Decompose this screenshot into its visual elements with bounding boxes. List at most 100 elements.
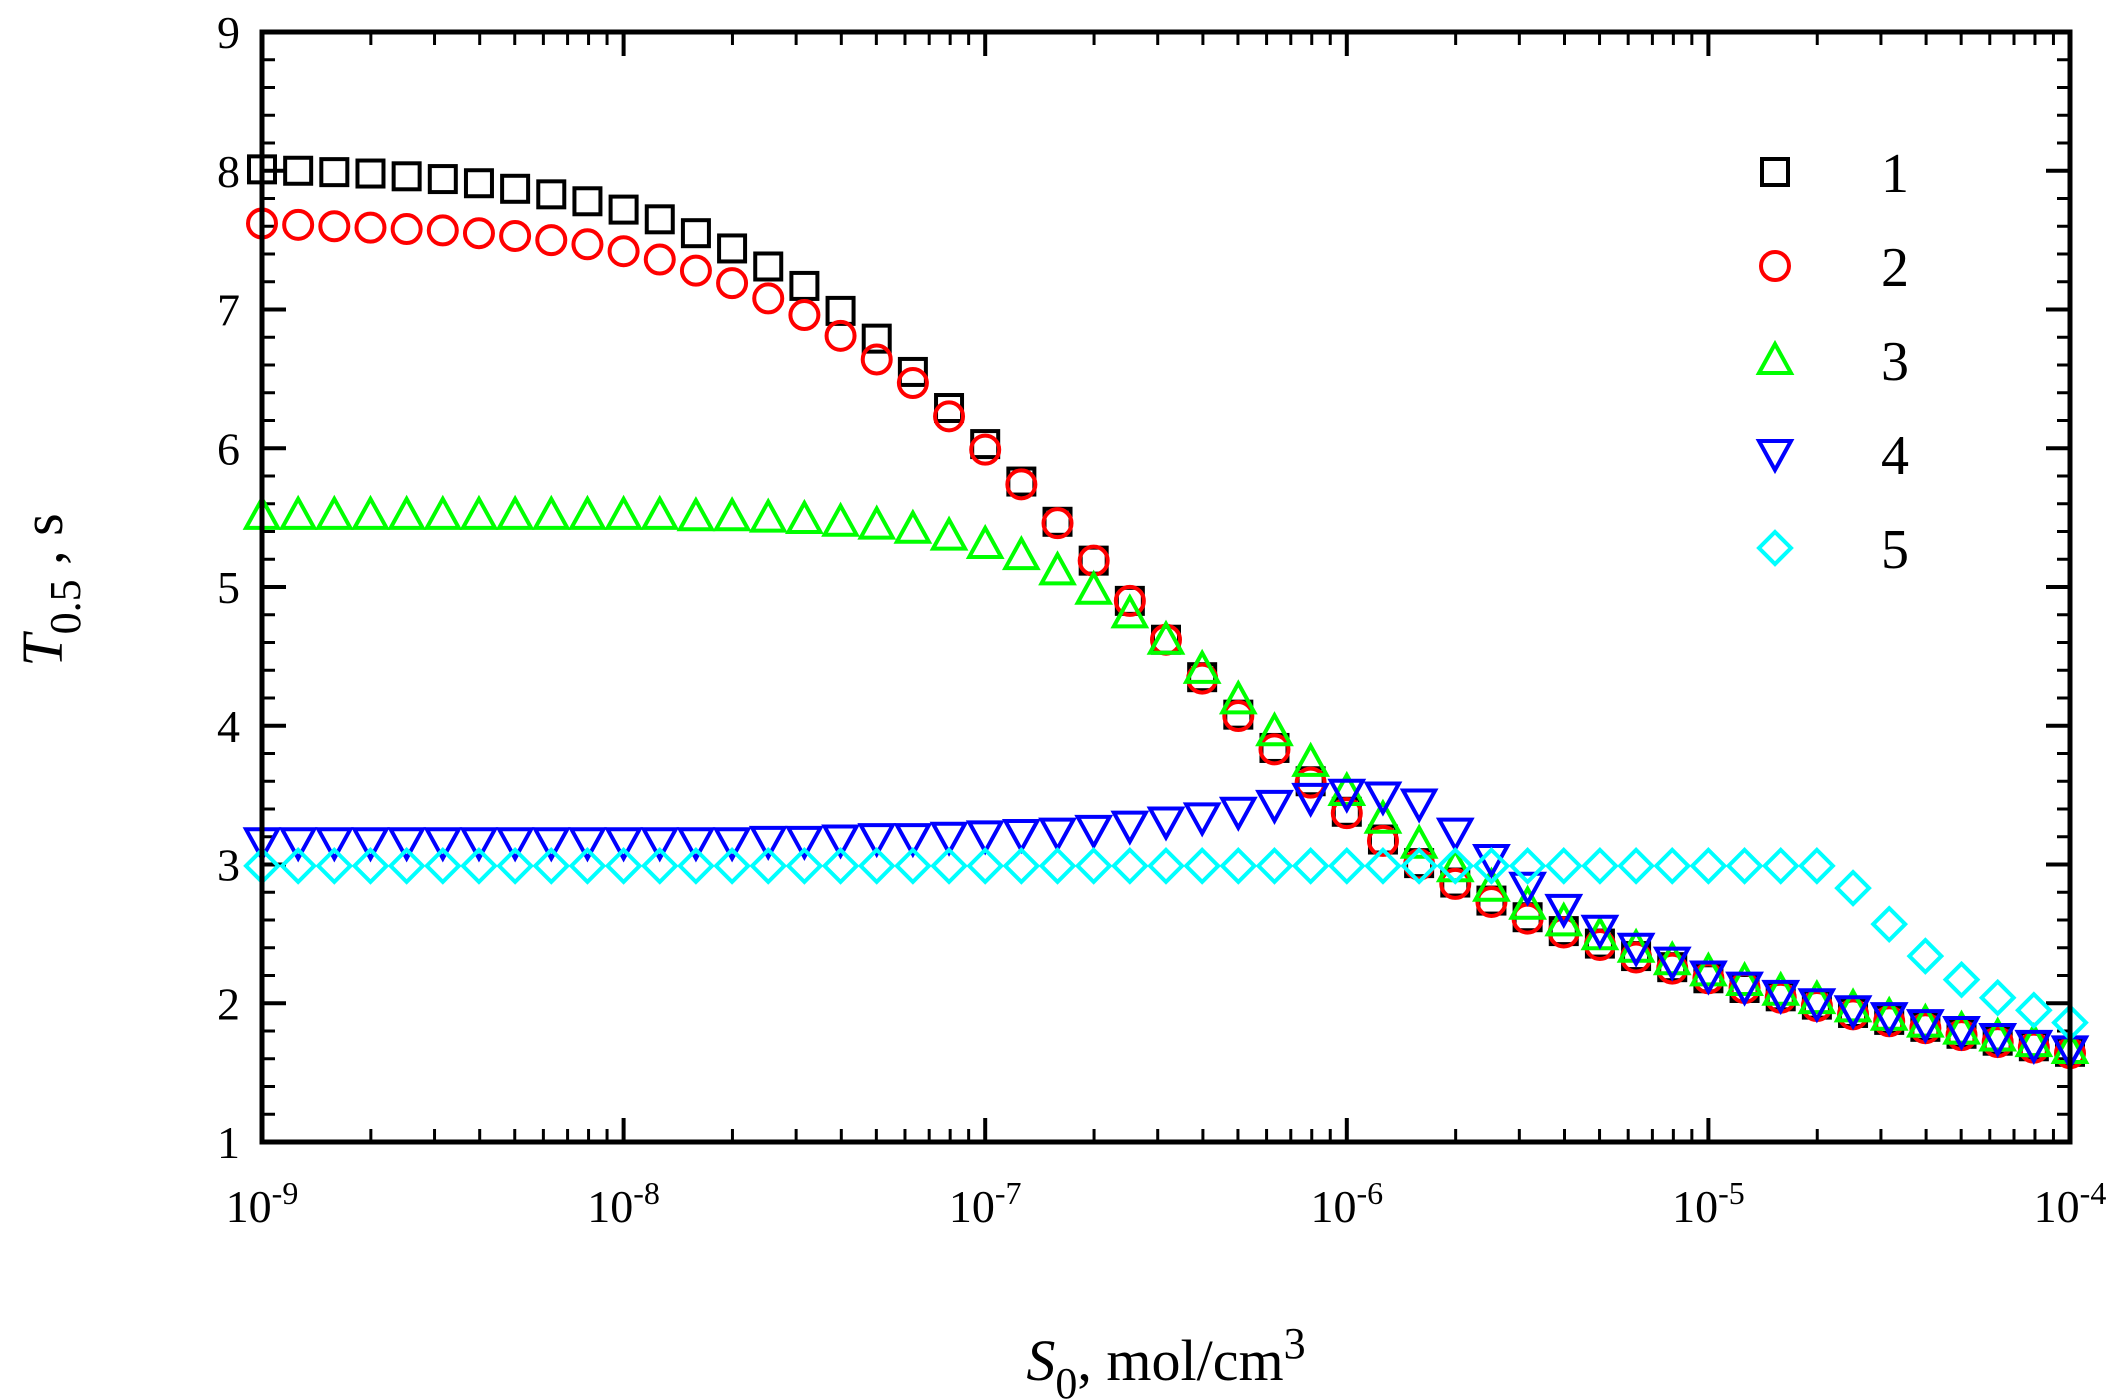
y-tick-label: 9 <box>217 7 240 58</box>
data-point <box>568 827 607 863</box>
legend-marker <box>1760 157 1790 187</box>
data-point <box>568 494 607 530</box>
data-point <box>1508 847 1547 885</box>
data-point <box>1291 741 1331 777</box>
data-point <box>857 504 897 540</box>
legend-label: 2 <box>1881 237 1909 299</box>
data-point <box>1544 901 1584 937</box>
data-point <box>1942 1016 1981 1052</box>
data-point <box>1255 847 1294 885</box>
data-point <box>314 827 354 863</box>
legend-marker <box>1759 250 1791 282</box>
data-point <box>713 847 751 885</box>
legend-marker <box>1755 339 1795 375</box>
data-point <box>861 323 892 354</box>
data-point <box>604 847 643 885</box>
data-point <box>1798 847 1836 885</box>
data-point <box>604 494 643 530</box>
data-point <box>1074 569 1114 605</box>
data-point <box>677 847 715 885</box>
data-point <box>1111 847 1149 885</box>
data-point <box>387 827 427 863</box>
data-point <box>535 224 568 257</box>
data-point <box>676 496 716 532</box>
series-5 <box>243 847 2089 1042</box>
data-point <box>283 155 314 186</box>
data-point <box>1475 885 1508 918</box>
data-point <box>532 847 571 885</box>
data-point <box>1183 847 1221 885</box>
data-point <box>1652 940 1692 976</box>
data-point <box>785 825 824 862</box>
legend-label: 1 <box>1881 143 1909 205</box>
data-point <box>427 164 458 195</box>
legend-label: 3 <box>1881 331 1909 393</box>
data-point <box>1725 971 1764 1007</box>
data-point <box>897 356 928 387</box>
data-point <box>640 827 680 863</box>
data-point <box>423 494 463 530</box>
data-point <box>748 825 788 862</box>
data-point <box>315 847 354 885</box>
data-point <box>1001 534 1041 571</box>
data-point <box>1725 847 1764 885</box>
data-point <box>1330 797 1363 830</box>
data-point <box>1038 817 1077 853</box>
data-point <box>1182 648 1222 684</box>
data-point <box>1508 884 1547 920</box>
data-point <box>1147 847 1185 885</box>
data-point <box>824 319 857 352</box>
data-point <box>857 823 897 859</box>
data-point <box>1294 766 1327 799</box>
data-point <box>1905 1009 1945 1045</box>
data-point <box>1833 987 1873 1023</box>
data-point <box>604 827 643 863</box>
data-point <box>391 161 422 192</box>
y-tick-label: 3 <box>217 840 240 891</box>
data-point <box>1327 770 1367 806</box>
data-markers <box>242 154 2090 1071</box>
x-tick-label: 10-5 <box>1672 1175 1745 1232</box>
data-point <box>933 400 966 433</box>
data-point <box>1074 847 1113 885</box>
plot-frame <box>259 29 2073 1145</box>
axis-ticks <box>260 30 2072 1144</box>
data-point <box>788 299 821 332</box>
data-point <box>1002 847 1041 885</box>
data-point <box>930 847 968 885</box>
data-point <box>1472 847 1511 885</box>
data-point <box>1797 988 1837 1024</box>
data-point <box>896 367 929 400</box>
data-point <box>1364 847 1402 885</box>
data-point <box>1218 679 1258 715</box>
data-point <box>1761 979 1801 1016</box>
y-tick-label: 2 <box>217 978 240 1029</box>
data-point <box>278 827 318 863</box>
data-point <box>679 254 712 287</box>
x-tick-label: 10-4 <box>2034 1175 2107 1232</box>
data-point <box>1797 978 1837 1015</box>
series-1 <box>247 154 2085 1067</box>
data-point <box>1222 700 1255 733</box>
data-point <box>279 847 317 885</box>
data-point <box>1113 584 1146 617</box>
data-point <box>965 523 1005 559</box>
data-point <box>893 823 933 859</box>
data-point <box>314 494 354 530</box>
data-point <box>1041 507 1074 540</box>
data-point <box>1435 817 1475 853</box>
x-tick-label: 10-9 <box>226 1175 299 1232</box>
data-point <box>495 494 535 530</box>
data-point <box>462 217 495 250</box>
data-point <box>929 515 969 551</box>
data-point <box>531 827 571 863</box>
data-point <box>1363 798 1403 834</box>
y-tick-label: 6 <box>217 423 240 474</box>
data-point <box>568 847 607 885</box>
data-point <box>753 251 784 282</box>
data-point <box>752 282 785 315</box>
data-point <box>894 847 932 885</box>
data-point <box>1074 814 1114 850</box>
data-point <box>1652 946 1692 982</box>
data-point <box>354 211 387 244</box>
